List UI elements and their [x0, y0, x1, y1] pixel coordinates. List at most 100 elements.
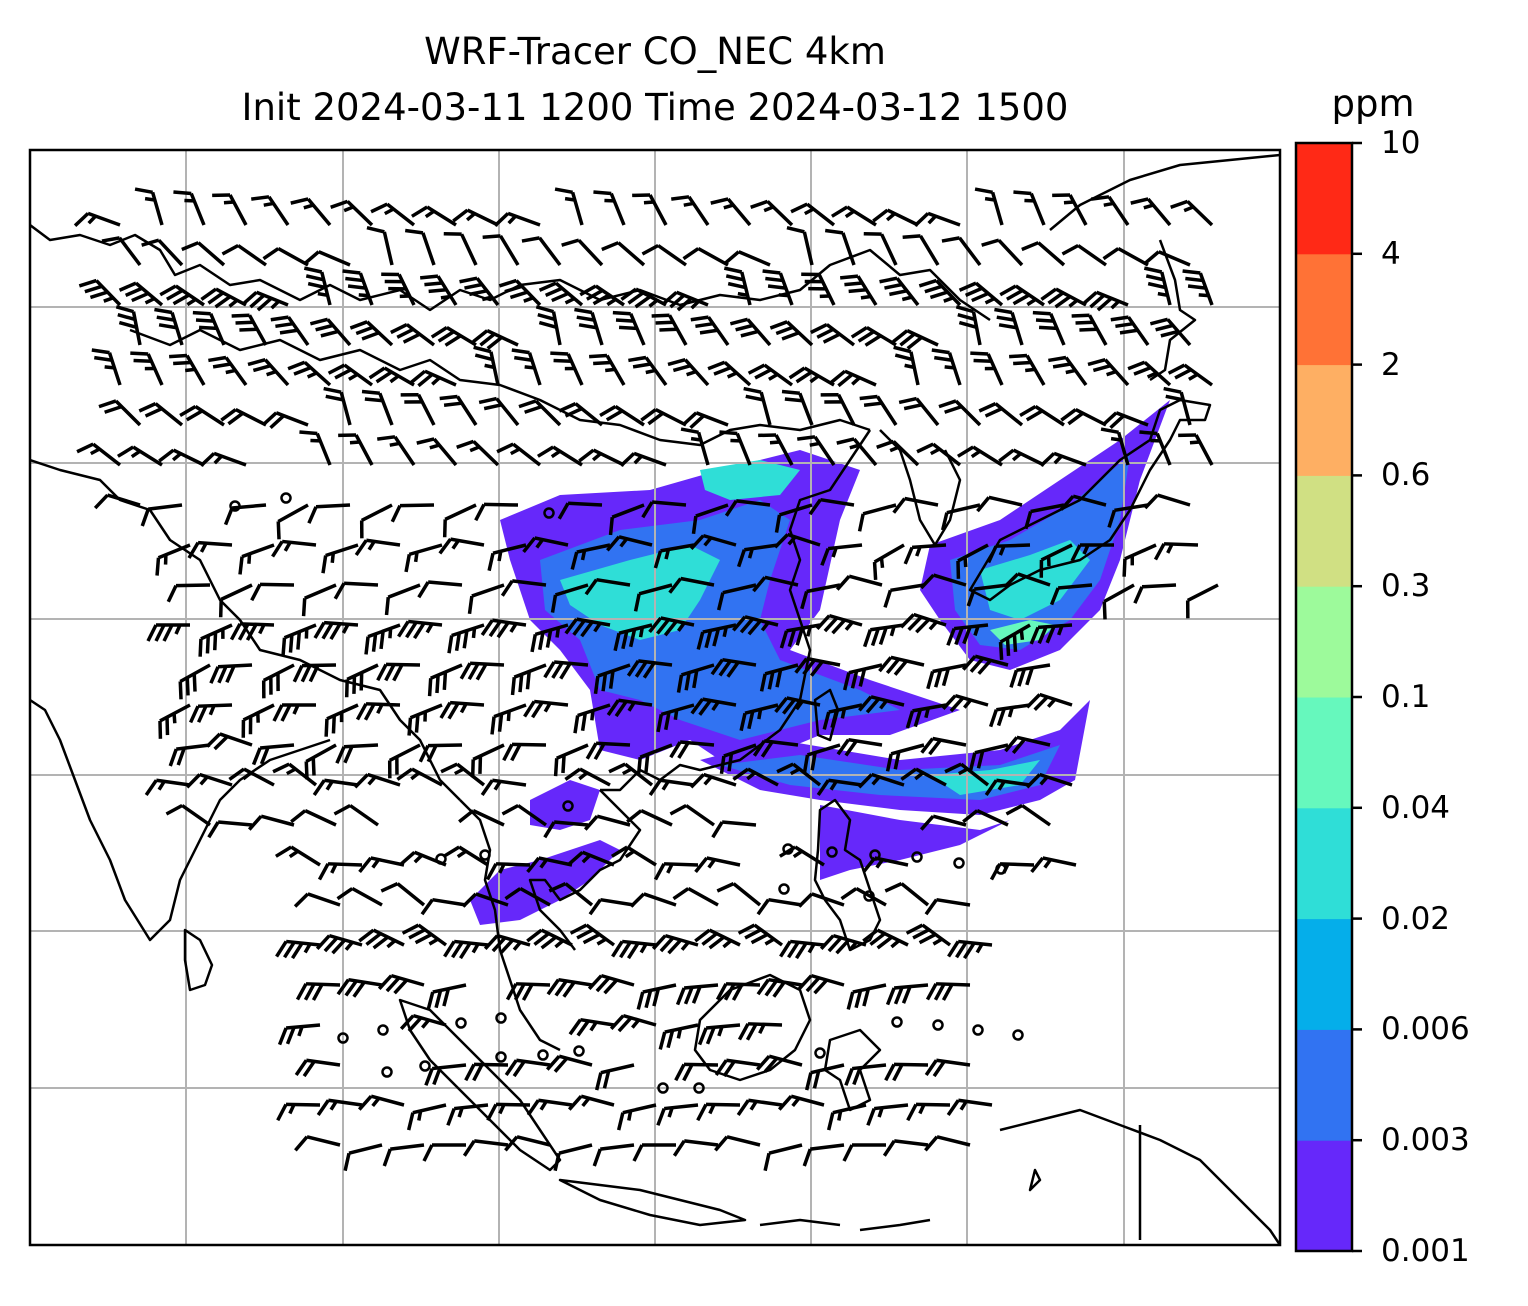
wind-barb	[223, 503, 267, 526]
wind-barb	[446, 1103, 489, 1126]
wind-barb	[776, 762, 822, 787]
wind-barb	[680, 427, 710, 466]
wind-barb	[941, 236, 982, 267]
wind-barb	[418, 743, 463, 763]
wind-barb	[303, 250, 351, 267]
wind-barb	[315, 933, 363, 955]
wind-barb	[1070, 543, 1114, 562]
wind-barb	[608, 503, 645, 536]
wind-barb	[836, 737, 883, 757]
wind-barb	[439, 394, 478, 426]
colorbar-tick-label: 0.001	[1381, 1233, 1470, 1269]
wind-barb	[208, 355, 248, 387]
wind-barb	[736, 543, 779, 568]
colorbar-segment	[1296, 1140, 1352, 1252]
wind-barb	[885, 983, 929, 1006]
wind-barb	[1021, 241, 1066, 267]
wind-barb	[632, 1143, 676, 1162]
wind-barb	[640, 408, 687, 427]
wind-barb	[857, 772, 905, 789]
calm-wind-marker	[479, 849, 491, 861]
wind-barb	[779, 939, 825, 960]
wind-barb	[543, 820, 589, 839]
wind-barb	[456, 439, 500, 467]
wind-barb	[538, 281, 584, 307]
wind-barb	[521, 236, 562, 267]
wind-barb	[485, 862, 531, 881]
wind-barb	[101, 236, 142, 267]
calm-wind-marker	[543, 507, 555, 519]
wind-barb	[250, 582, 295, 602]
wind-barb	[261, 663, 295, 699]
wind-barb	[862, 856, 909, 874]
wind-barb	[447, 623, 485, 654]
wind-barb	[518, 399, 562, 427]
wind-barb	[168, 743, 211, 767]
wind-barb	[487, 543, 527, 572]
colorbar-segment	[1296, 143, 1352, 255]
wind-barb	[241, 703, 275, 738]
wind-barb	[116, 445, 163, 467]
wind-barb	[648, 778, 695, 796]
colorbar-frame	[1294, 141, 1354, 1253]
wind-barb	[750, 199, 794, 227]
wind-barb	[564, 767, 611, 787]
wind-barb	[1143, 493, 1191, 510]
wind-barb	[493, 211, 541, 227]
wind-barb	[274, 845, 321, 867]
wind-barb	[924, 1135, 971, 1152]
wind-barb	[343, 1143, 383, 1172]
calm-wind-marker	[953, 857, 965, 869]
wind-barb	[690, 315, 730, 347]
calm-wind-marker	[778, 883, 790, 895]
wind-barb	[205, 732, 253, 751]
wind-barb	[401, 923, 448, 947]
wind-barb	[1143, 266, 1172, 306]
wind-barb	[209, 663, 253, 684]
wind-barb	[404, 543, 443, 573]
wind-barb	[228, 767, 275, 787]
wind-barb	[355, 702, 401, 721]
colorbar-segment	[1296, 586, 1352, 698]
wind-barb	[892, 329, 939, 350]
wind-barb	[636, 983, 677, 1010]
wind-barb	[336, 886, 383, 907]
wind-barb	[956, 543, 989, 579]
wind-barb	[426, 983, 467, 1010]
wind-barb	[892, 496, 939, 514]
wind-barb	[947, 939, 993, 960]
wind-barb	[736, 1098, 783, 1116]
wind-barb	[816, 778, 863, 796]
wind-barb	[294, 1135, 341, 1152]
wind-barb	[1081, 290, 1129, 312]
coastline-indochina	[459, 789, 642, 1052]
wind-barb	[241, 290, 289, 312]
colorbar	[1296, 141, 1362, 1253]
map-title-line2: Init 2024-03-11 1200 Time 2024-03-12 150…	[241, 86, 1069, 129]
border-central-asia	[129, 328, 871, 447]
wind-barb	[335, 743, 379, 764]
wind-barb	[882, 1139, 929, 1157]
wind-barb	[333, 581, 379, 600]
wind-barb	[676, 663, 715, 693]
wind-barb	[774, 503, 813, 533]
wind-barb	[317, 862, 363, 881]
wind-barb	[719, 743, 757, 775]
wind-barb	[716, 583, 757, 611]
calm-wind-marker	[972, 1024, 984, 1036]
wind-barb	[836, 437, 878, 467]
wind-barb	[290, 197, 332, 227]
wind-barb	[724, 499, 771, 517]
wind-barb	[169, 353, 206, 386]
wind-barb	[564, 617, 611, 638]
wind-barb	[844, 1063, 887, 1086]
wind-barb	[612, 310, 646, 346]
wind-barb	[797, 435, 836, 466]
wind-barb	[550, 351, 584, 386]
wind-barb	[1100, 427, 1130, 466]
wind-barb	[752, 575, 799, 593]
wind-barb	[599, 404, 645, 427]
plume-core-20d	[930, 760, 1040, 795]
wind-barb	[802, 1143, 845, 1167]
plume-core-20c	[700, 460, 800, 500]
